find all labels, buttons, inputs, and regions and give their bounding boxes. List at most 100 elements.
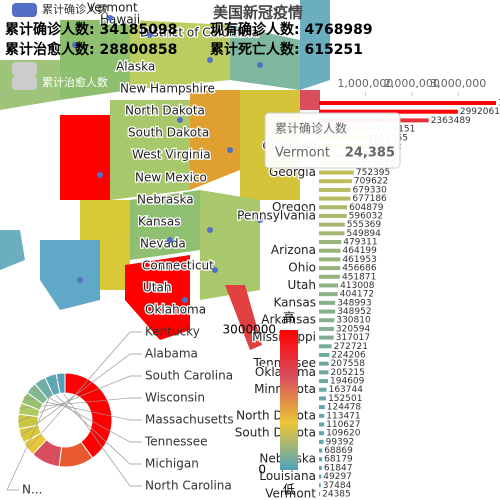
state-label: Nevada [140,237,186,251]
map-dot [182,297,188,303]
value-label: 348952 [337,307,371,317]
state-shape [0,230,25,270]
state-label: North Dakota [125,104,205,118]
map-dot [177,117,183,123]
state-label: New Hampshire [120,82,215,96]
value-label: 207558 [331,359,366,369]
value-label: 68869 [324,446,353,456]
value-label: 464199 [343,246,378,256]
bar [319,448,323,453]
bar [319,379,329,384]
value-label: 330810 [336,316,371,326]
y-tick-label: North Dakota [236,408,316,422]
bar [319,439,324,444]
tooltip-name: Vermont [275,146,330,161]
bar [319,361,329,366]
value-label: 3813333 [498,99,500,109]
value-label: 49297 [323,472,352,482]
state-label: Alaska [116,60,155,74]
visual-map-bar [280,330,298,470]
pie-label: Wisconsin [145,391,205,405]
bar [319,240,342,245]
bar [319,370,329,375]
value-label: 752395 [356,168,390,178]
y-tick-label: Pennsylvania [237,208,316,222]
label-line [50,375,142,487]
value-label: 37484 [323,481,352,491]
map-dot [207,227,213,233]
value-label: 451871 [342,272,376,282]
bar [319,457,323,462]
value-label: 677186 [352,194,387,204]
value-label: 404172 [340,290,374,300]
state-shape [130,190,200,260]
map-dot [107,15,113,21]
tooltip-box [264,112,401,169]
y-tick-label: Kansas [274,295,316,309]
value-label: 224206 [331,350,366,360]
tooltip-title: 累计确诊人数 [275,121,347,136]
bar [319,318,335,323]
bar [319,483,321,488]
value-label: 163744 [329,385,364,395]
pie-label: Michigan [145,457,199,471]
state-label: West Virginia [132,148,211,162]
state-shape [60,20,130,100]
bar [319,309,336,314]
bar [319,101,496,105]
visual-map-max: 3000000 [223,323,276,337]
map-dot [77,277,83,283]
bar [319,335,334,340]
y-tick-label: Oregon [272,200,316,214]
tooltip-value: 24,385 [345,146,395,161]
bar [319,352,330,357]
stat: 累计确诊人数: 34185098 [5,21,177,38]
bar [319,179,352,184]
value-label: 68179 [324,455,353,465]
value-label: 320594 [336,324,371,334]
label-line [6,373,61,491]
pie-label: Kentucky [145,325,200,339]
map-dot [257,62,263,68]
value-label: 113471 [326,411,360,421]
bar [319,387,327,392]
value-label: 456686 [342,264,377,274]
y-tick-label: Arizona [271,243,316,257]
pie-slice [64,372,113,459]
value-label: 24385 [322,490,351,500]
label-line [23,397,142,421]
value-label: 679330 [353,185,388,195]
bar [319,492,321,496]
state-shape [60,115,110,200]
map-dot [147,32,153,38]
state-shape [130,20,230,90]
state-shape [300,90,320,110]
bar [319,257,341,262]
y-tick-label: Ohio [288,261,316,275]
map-dot [207,57,213,63]
bar [319,248,341,253]
y-tick-label: Louisiana [259,469,316,483]
legend-label: 累计确诊人数 [42,2,108,16]
bar [319,422,325,427]
label-line [20,353,142,437]
legend-swatch [12,62,37,76]
pie-label: Massachusetts [145,413,234,427]
state-label: New Mexico [135,171,207,185]
value-label: 2992061 [460,107,500,117]
state-label: Utah [143,281,171,295]
label-line [39,380,142,465]
state-shape [230,25,300,90]
value-label: 413008 [340,281,375,291]
visual-map-min: 0 [258,463,266,477]
y-tick-label: Vermont [265,487,316,500]
bar [319,465,322,470]
x-tick-label: 3,000,000 [430,77,486,90]
map-dot [257,217,263,223]
bar [319,231,345,236]
y-tick-label: Arkansas [261,313,316,327]
y-tick-label: South Dakota [235,426,316,440]
pie-label: North Carolina [145,479,232,493]
bar [319,300,336,305]
